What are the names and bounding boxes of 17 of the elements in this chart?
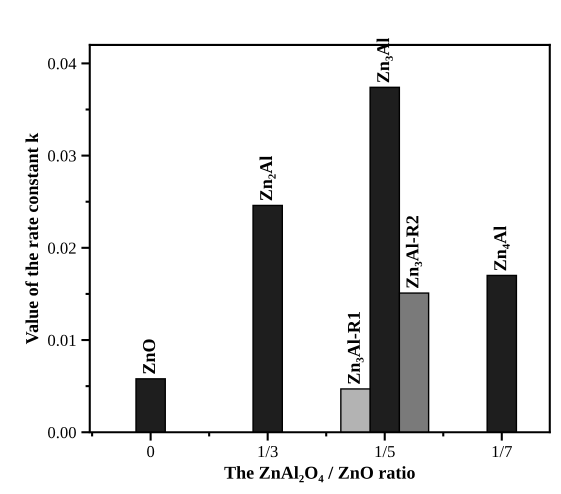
y-tick-label: 0.02 — [48, 242, 76, 254]
x-tick-label: 1/7 — [492, 446, 512, 458]
y-tick-label: 0.01 — [48, 334, 76, 346]
data-label: Zn₂Al — [259, 156, 276, 200]
y-axis-title: Value of the rate constant k — [25, 132, 38, 344]
data-label: Zn₄Al — [494, 226, 510, 270]
data-label: Zn₃Al-R2 — [406, 216, 422, 288]
data-label: ZnO — [143, 339, 156, 374]
data-label: Zn₃Al-R1 — [347, 312, 364, 384]
y-tick-label: 0.04 — [48, 58, 76, 70]
x-tick-label: 1/5 — [376, 446, 395, 458]
y-tick-label: 0.03 — [48, 150, 76, 162]
data-label: Zn₃Al — [376, 38, 393, 82]
x-tick-label: 0 — [147, 446, 154, 458]
y-tick-label: 0.00 — [48, 426, 76, 438]
x-axis-title: The ZnAl₂O₄ / ZnO ratio — [224, 466, 415, 482]
x-tick-label: 1/3 — [258, 446, 278, 458]
